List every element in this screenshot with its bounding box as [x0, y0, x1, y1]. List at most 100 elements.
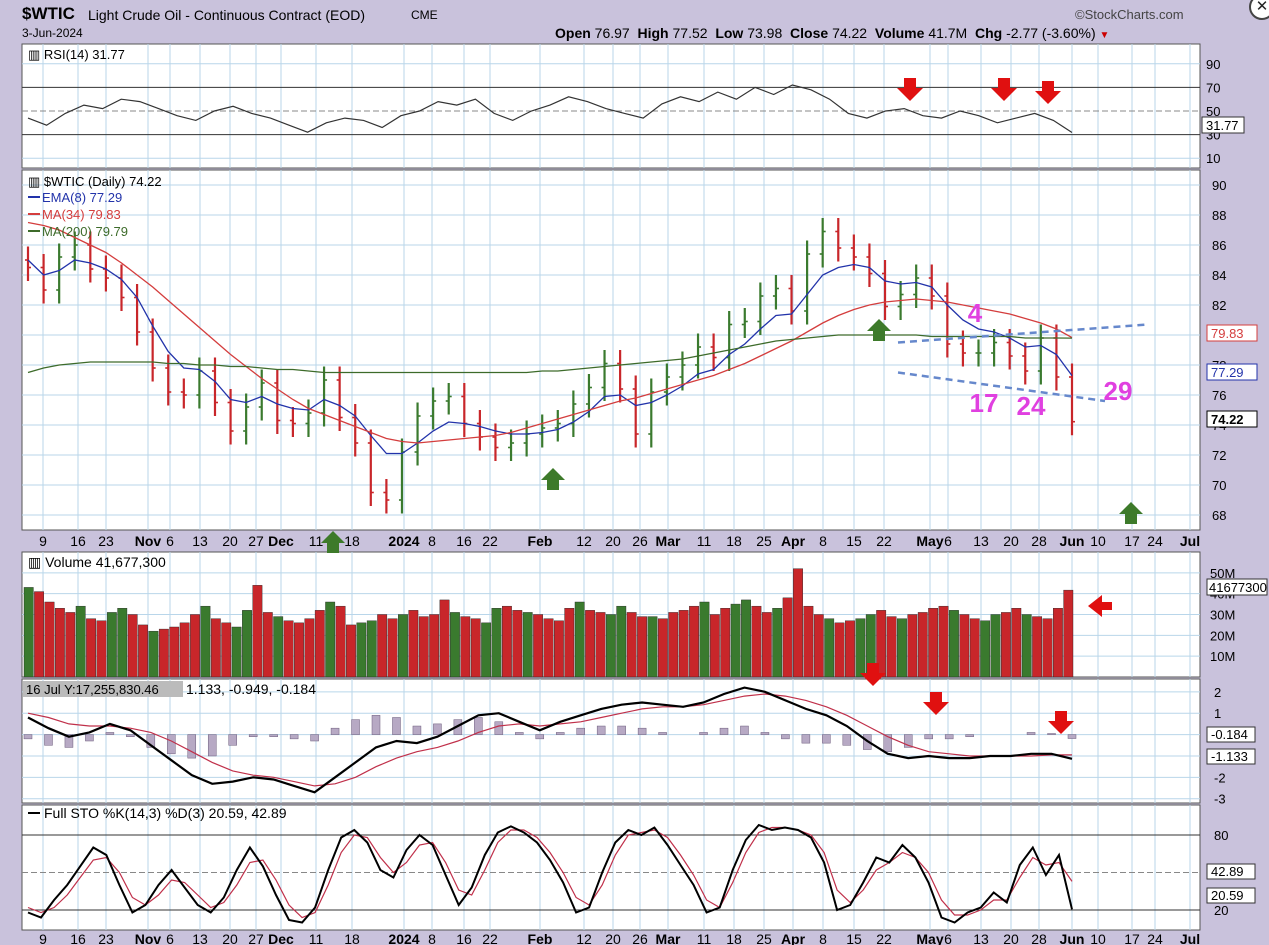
volume-tick-label: 50M — [1210, 566, 1235, 581]
x-axis-label: 9 — [39, 533, 47, 549]
volume-last-box — [1206, 578, 1268, 596]
ma-line-MA(200) — [27, 334, 1073, 374]
price-bar — [772, 275, 779, 310]
macd-histogram-bar — [248, 734, 258, 737]
macd-histogram-bar — [126, 734, 135, 737]
sto-right-label: 42.89 — [1211, 864, 1244, 879]
volume-bar — [616, 605, 627, 678]
price-bar — [944, 282, 951, 358]
x-axis-label: 26 — [632, 931, 648, 945]
volume-bar — [522, 612, 533, 678]
x-axis-label: 16 — [70, 533, 86, 549]
x-axis-label: 22 — [876, 533, 892, 549]
volume-bar — [470, 618, 481, 678]
volume-bar — [1011, 608, 1022, 678]
volume-legend: ▥ Volume 41,677,300 — [28, 554, 166, 570]
rsi-last-label: 31.77 — [1206, 118, 1239, 133]
x-axis-label: 8 — [819, 533, 827, 549]
volume-bar — [273, 616, 284, 678]
volume-bar — [730, 603, 741, 678]
macd-histogram-bar — [330, 727, 340, 735]
volume-bar — [928, 608, 939, 678]
volume-bar — [1053, 608, 1063, 678]
macd-tick-label: -3 — [1214, 792, 1226, 807]
rsi-tick-label: 10 — [1206, 151, 1220, 166]
x-axis-label: 24 — [1147, 533, 1163, 549]
volume-bar — [605, 614, 616, 678]
sto-right-label: 20.59 — [1211, 888, 1244, 903]
macd-histogram-bar — [371, 715, 381, 735]
price-right-box — [1206, 410, 1258, 428]
volume-arrow — [1088, 595, 1112, 617]
price-tick-label: 84 — [1212, 268, 1226, 283]
macd-histogram-bar — [44, 734, 53, 746]
volume-bar — [678, 610, 689, 678]
volume-bar — [158, 628, 169, 678]
volume-bar — [75, 605, 86, 678]
x-axis-label: 17 — [1124, 931, 1140, 945]
macd-histogram-bar — [781, 734, 790, 740]
x-axis-label: Feb — [528, 931, 553, 945]
macd-histogram-bar — [576, 727, 585, 735]
macd-histogram-bar — [801, 734, 811, 744]
volume-bar — [314, 610, 325, 678]
x-axis-label: 15 — [846, 533, 862, 549]
price-tick-label: 76 — [1212, 388, 1226, 403]
x-axis-label: 11 — [697, 931, 712, 945]
ma-line-MA(34) — [27, 221, 1073, 444]
volume-bar — [969, 618, 980, 678]
close-icon[interactable]: ✕ — [1249, 0, 1269, 20]
x-axis-label: 11 — [309, 931, 324, 945]
macd-histogram-bar — [412, 725, 422, 735]
macd-histogram-bar — [167, 734, 176, 755]
volume-bar — [512, 610, 523, 678]
macd-down-arrow — [860, 663, 886, 686]
volume-bar — [782, 597, 793, 678]
x-axis-label: 6 — [166, 533, 174, 549]
volume-bar — [179, 622, 190, 678]
x-axis-label: Feb — [528, 533, 553, 549]
x-axis-label: 20 — [605, 533, 621, 549]
price-right-box — [1206, 324, 1258, 342]
x-axis-label: 18 — [726, 533, 742, 549]
volume-bar — [127, 614, 138, 678]
macd-histogram-bar — [1067, 734, 1077, 739]
macd-histogram-bar — [351, 719, 360, 735]
macd-histogram-bar — [1026, 732, 1036, 735]
x-axis-label: 2024 — [388, 533, 419, 549]
x-axis-label: 26 — [632, 533, 648, 549]
x-axis-label: Jun — [1060, 533, 1085, 549]
volume-bar — [387, 618, 398, 678]
price-bar — [1006, 329, 1013, 370]
macd-histogram-bar — [64, 734, 74, 748]
volume-bar — [377, 614, 388, 678]
sto-k-line — [27, 823, 1073, 924]
volume-bar — [117, 608, 128, 678]
volume-bar — [845, 620, 855, 678]
volume-tick-label: 10M — [1210, 649, 1235, 664]
volume-bar — [1042, 618, 1053, 678]
x-axis-label: 20 — [1003, 931, 1019, 945]
volume-bar — [190, 614, 200, 678]
panel-macd-bg — [21, 678, 1201, 804]
macd-histogram-bar — [658, 732, 667, 735]
volume-bar — [1063, 589, 1074, 678]
volume-bar — [585, 610, 595, 678]
volume-bar — [231, 626, 242, 678]
price-bar — [40, 254, 47, 304]
volume-bar — [689, 605, 699, 678]
panel-rsi-bg — [21, 43, 1201, 169]
x-axis-label: 22 — [482, 533, 498, 549]
rsi-down-arrow — [991, 78, 1017, 101]
macd-legend: 1.133, -0.949, -0.184 — [186, 681, 316, 697]
volume-bar — [450, 612, 460, 678]
macd-tooltip: 16 Jul Y:17,255,830.46 — [26, 682, 159, 697]
volume-bar — [44, 601, 55, 678]
x-axis-label: 11 — [697, 533, 712, 549]
volume-bar — [169, 626, 180, 678]
volume-bar — [834, 622, 845, 678]
x-axis-label: Jul — [1180, 533, 1200, 549]
volume-bar — [772, 608, 783, 678]
volume-bar — [751, 605, 762, 678]
macd-histogram-bar — [555, 732, 565, 735]
